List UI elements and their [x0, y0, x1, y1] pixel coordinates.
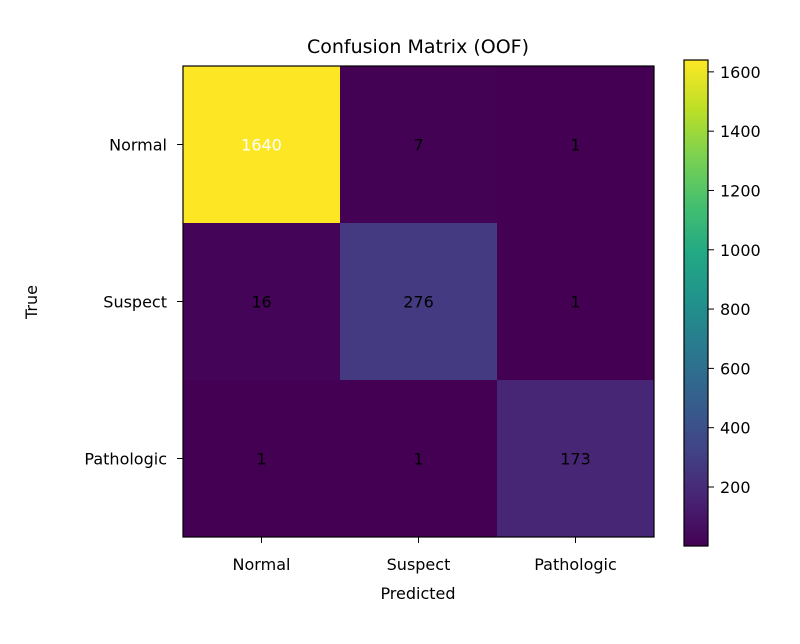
colorbar-tick-label: 200: [720, 478, 751, 497]
x-tick-label: Pathologic: [534, 555, 617, 574]
x-axis-label: Predicted: [380, 584, 455, 603]
colorbar-tick-label: 600: [720, 359, 751, 378]
cell-value-label: 7: [413, 136, 423, 155]
x-axis: Normal Suspect Pathologic: [233, 537, 617, 574]
cell-value-label: 16: [251, 293, 271, 312]
heatmap-cell: [497, 66, 655, 224]
y-tick-label: Pathologic: [84, 450, 167, 469]
colorbar-tick-label: 800: [720, 300, 751, 319]
colorbar-tick-label: 1000: [720, 241, 761, 260]
cell-value-label: 1: [256, 450, 266, 469]
colorbar-tick-label: 1200: [720, 181, 761, 200]
x-tick-label: Normal: [233, 555, 291, 574]
heatmap-cell: [183, 66, 341, 224]
cell-value-label: 173: [560, 450, 591, 469]
heatmap-cell-labels: 1640 7 1 16 276 1 1 1 173: [241, 136, 591, 469]
cell-value-label: 1640: [241, 136, 282, 155]
cell-value-label: 1: [413, 450, 423, 469]
colorbar-tick-label: 1400: [720, 122, 761, 141]
y-axis-label: True: [22, 285, 41, 320]
y-tick-label: Suspect: [103, 293, 167, 312]
cell-value-label: 1: [570, 136, 580, 155]
heatmap-cell: [183, 380, 341, 538]
heatmap-cells: [183, 66, 655, 538]
y-axis: Normal Suspect Pathologic: [84, 136, 183, 469]
colorbar-tick-label: 1600: [720, 63, 761, 82]
heatmap-cell: [340, 380, 498, 538]
heatmap-cell: [340, 223, 498, 381]
colorbar-axis: 200 400 600 800 1000 1200 1400 1600: [708, 63, 761, 497]
colorbar-tick-label: 400: [720, 419, 751, 438]
heatmap-cell: [497, 380, 655, 538]
chart-title: Confusion Matrix (OOF): [307, 36, 529, 58]
cell-value-label: 276: [403, 293, 434, 312]
y-tick-label: Normal: [109, 136, 167, 155]
heatmap-cell: [183, 223, 341, 381]
x-tick-label: Suspect: [387, 555, 451, 574]
cell-value-label: 1: [570, 293, 580, 312]
heatmap-cell: [497, 223, 655, 381]
colorbar: [683, 59, 709, 547]
heatmap-cell: [340, 66, 498, 224]
